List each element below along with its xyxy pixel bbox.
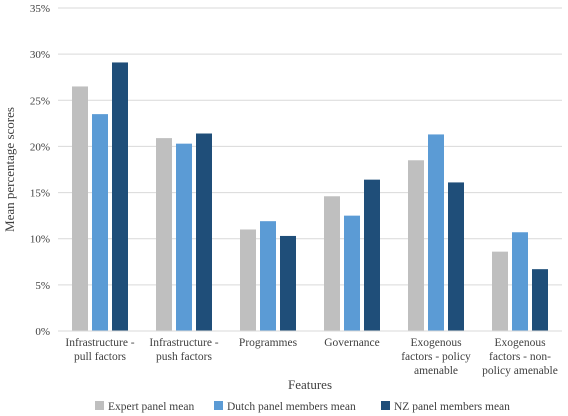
bar bbox=[428, 134, 444, 331]
x-category-label: Infrastructure -push factors bbox=[149, 337, 218, 363]
bar bbox=[156, 138, 172, 331]
bar bbox=[92, 114, 108, 331]
bar bbox=[176, 143, 192, 331]
legend-swatch bbox=[381, 401, 390, 410]
y-tick-label: 30% bbox=[30, 49, 50, 61]
gridlines bbox=[58, 7, 562, 286]
bar bbox=[344, 215, 360, 331]
bar bbox=[448, 182, 464, 331]
x-axis-categories: Infrastructure -pull factors Infrastructu… bbox=[65, 337, 557, 377]
y-axis-title: Mean percentage scores bbox=[2, 107, 17, 232]
y-axis-ticks: 0% 5% 10% 15% 20% 25% 30% 35% bbox=[30, 3, 50, 338]
legend-swatch bbox=[214, 401, 223, 410]
y-tick-label: 35% bbox=[30, 3, 50, 15]
bar bbox=[532, 269, 548, 331]
y-tick-label: 15% bbox=[30, 188, 50, 200]
bar bbox=[280, 235, 296, 331]
bar bbox=[324, 196, 340, 331]
bar bbox=[260, 221, 276, 331]
legend-item: Dutch panel members mean bbox=[214, 401, 356, 413]
bar bbox=[196, 133, 212, 331]
x-category-label: Governance bbox=[324, 337, 380, 349]
y-tick-label: 10% bbox=[30, 234, 50, 246]
legend: Expert panel mean Dutch panel members mea… bbox=[95, 401, 510, 413]
bar bbox=[408, 160, 424, 331]
x-category-label: Programmes bbox=[239, 337, 298, 349]
x-category-label: Exogenous factors - policy amenable bbox=[401, 337, 471, 377]
y-tick-label: 20% bbox=[30, 141, 50, 153]
bars bbox=[72, 62, 548, 331]
legend-item: NZ panel members mean bbox=[381, 401, 510, 413]
x-category-label: Exogenous factors - non-policy amenable bbox=[482, 337, 558, 377]
y-tick-label: 5% bbox=[35, 280, 50, 292]
legend-label: NZ panel members mean bbox=[394, 401, 510, 413]
bar bbox=[492, 251, 508, 331]
legend-label: Dutch panel members mean bbox=[227, 401, 356, 413]
bar bbox=[112, 62, 128, 331]
bar bbox=[240, 229, 256, 331]
bar bbox=[364, 179, 380, 331]
x-axis-title: Features bbox=[288, 377, 332, 392]
legend-label: Expert panel mean bbox=[108, 401, 194, 413]
y-tick-label: 25% bbox=[30, 95, 50, 107]
x-category-label: Infrastructure -pull factors bbox=[65, 337, 134, 363]
bar bbox=[72, 86, 88, 331]
legend-item: Expert panel mean bbox=[95, 401, 194, 413]
bar bbox=[512, 232, 528, 331]
legend-swatch bbox=[95, 401, 104, 410]
y-tick-label: 0% bbox=[35, 326, 50, 338]
